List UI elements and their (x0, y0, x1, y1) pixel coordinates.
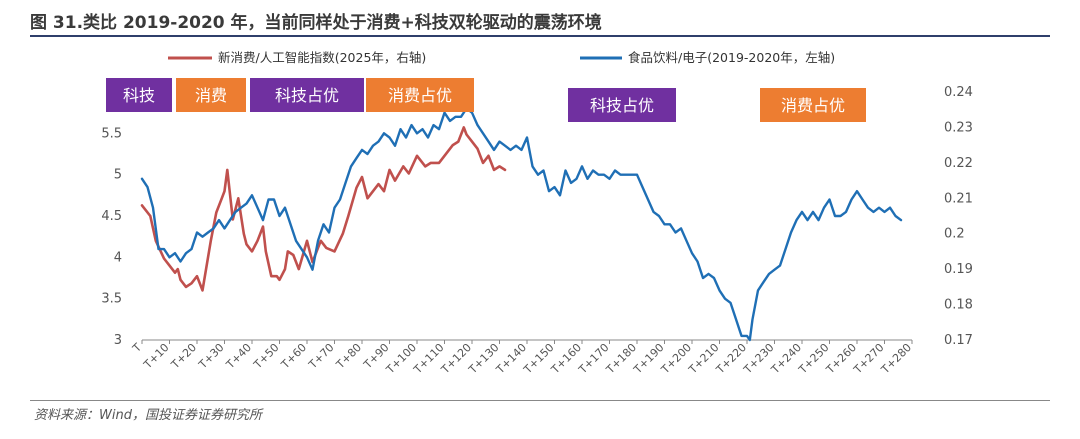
annotation-box (176, 78, 246, 112)
legend-label-red: 新消费/人工智能指数(2025年，右轴) (218, 50, 426, 65)
x-tick-label: T+200 (658, 341, 694, 377)
annotation-box (106, 78, 172, 112)
legend-label-blue: 食品饮料/电子(2019-2020年，左轴) (628, 50, 835, 65)
figure-title: 图 31.类比 2019-2020 年，当前同样处于消费+科技双轮驱动的震荡环境 (30, 13, 602, 33)
chart-legend: 新消费/人工智能指数(2025年，右轴) 食品饮料/电子(2019-2020年，左… (168, 50, 835, 65)
series-line-blue (140, 107, 903, 342)
y-left-tick-label: 5.5 (101, 126, 122, 141)
x-tick-label: T+190 (631, 341, 667, 377)
x-tick-label: T+50 (251, 341, 282, 372)
x-tick-label: T+150 (521, 341, 557, 377)
y-left-tick-label: 4 (114, 250, 122, 265)
x-tick-label: T+110 (411, 341, 447, 377)
y-right-tick-label: 0.17 (944, 333, 973, 348)
annotation-box (568, 88, 676, 122)
y-right-tick-label: 0.23 (944, 120, 973, 135)
annotation-label: 科技占优 (275, 86, 339, 105)
x-tick-label: T+80 (333, 341, 364, 372)
x-tick-label: T+100 (383, 341, 419, 377)
y-right-tick-label: 0.22 (944, 156, 973, 171)
x-tick-label: T+30 (196, 341, 227, 372)
annotation-label: 消费占优 (388, 86, 452, 105)
x-tick-label: T+130 (466, 341, 502, 377)
x-tick-label: T+210 (686, 341, 722, 377)
source-rule (30, 400, 1050, 401)
annotation-box (250, 78, 364, 112)
x-tick-label: T+260 (823, 341, 859, 377)
x-tick-label: T+140 (493, 341, 529, 377)
x-tick-label: T+220 (713, 341, 749, 377)
series-line-red (140, 126, 507, 292)
x-tick-label: T+230 (741, 341, 777, 377)
y-left-tick-label: 4.5 (101, 209, 122, 224)
y-right-tick-label: 0.21 (944, 191, 973, 206)
x-tick-label: T+160 (548, 341, 584, 377)
chart-axes: 33.544.555.5660.170.180.190.20.210.220.2… (101, 85, 973, 377)
x-tick-label: T+280 (878, 341, 914, 377)
x-tick-label: T+270 (851, 341, 887, 377)
y-left-tick-label: 5 (114, 168, 122, 183)
x-tick-label: T+60 (278, 341, 309, 372)
y-left-tick-label: 3 (114, 333, 122, 348)
y-right-tick-label: 0.24 (944, 85, 973, 100)
annotation-label: 科技占优 (590, 96, 654, 115)
x-tick-label: T+170 (576, 341, 612, 377)
annotation-box (366, 78, 474, 112)
y-right-tick-label: 0.19 (944, 262, 973, 277)
annotation-label: 科技 (123, 86, 155, 105)
y-right-tick-label: 0.2 (944, 227, 965, 242)
annotation-label: 消费 (195, 86, 227, 105)
x-tick-label: T+10 (141, 341, 172, 372)
x-tick-label: T+20 (168, 341, 199, 372)
x-tick-label: T+70 (306, 341, 337, 372)
annotation-box (760, 88, 866, 122)
x-tick-label: T+120 (438, 341, 474, 377)
y-left-tick-label: 3.5 (101, 292, 122, 307)
x-tick-label: T+250 (796, 341, 832, 377)
y-right-tick-label: 0.18 (944, 298, 973, 313)
annotation-label: 消费占优 (781, 96, 845, 115)
x-tick-label: T+240 (768, 341, 804, 377)
source-note: 资料来源：Wind，国投证券证券研究所 (34, 408, 262, 423)
chart-series (140, 107, 903, 342)
title-rule (30, 35, 1050, 37)
x-tick-label: T+40 (223, 341, 254, 372)
x-tick-label: T+180 (603, 341, 639, 377)
